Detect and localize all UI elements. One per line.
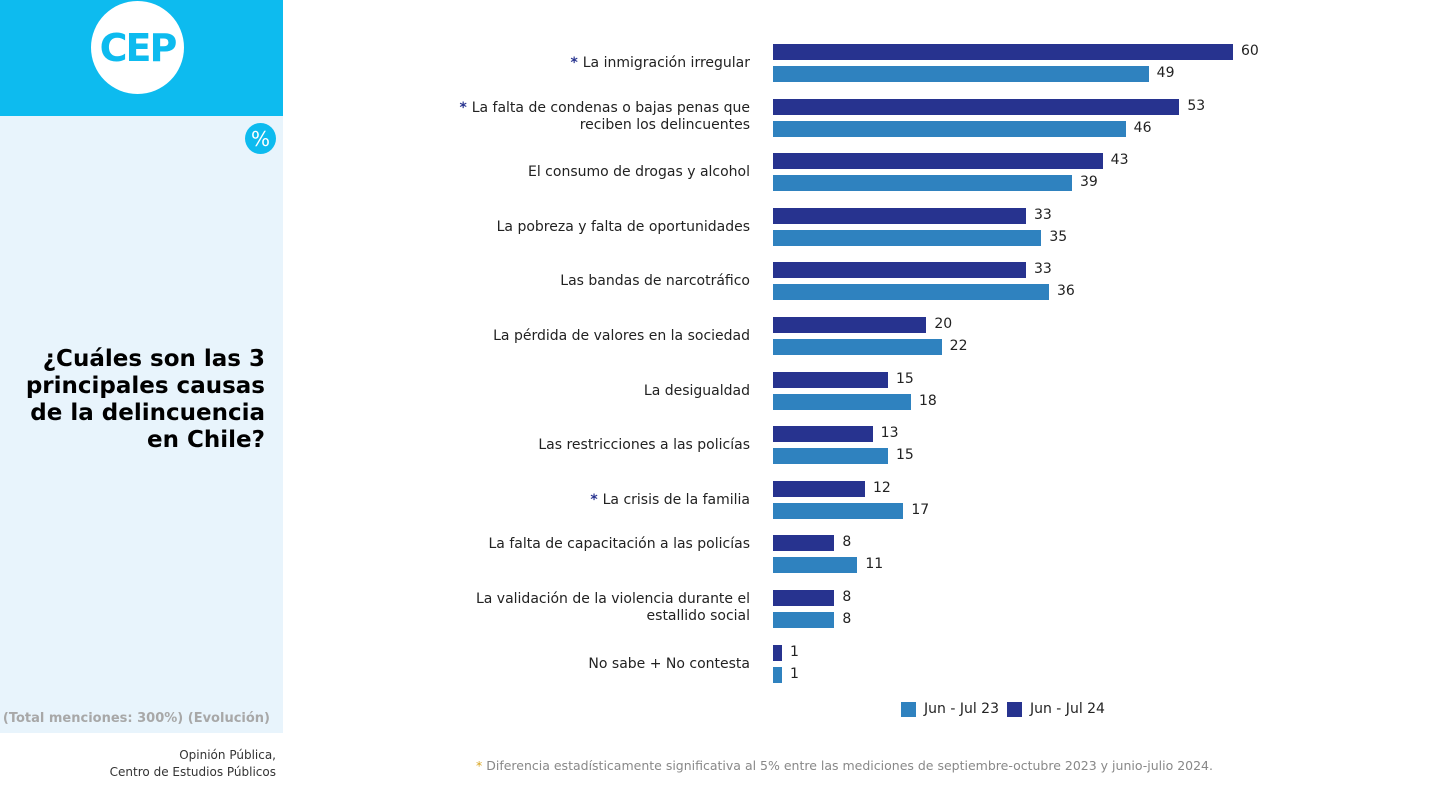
category-text: Las bandas de narcotráfico: [560, 273, 750, 290]
category-text: El consumo de drogas y alcohol: [528, 164, 750, 181]
bar-jun-jul-24: [773, 262, 1026, 279]
data-label: 8: [842, 589, 852, 605]
source-line-2: Centro de Estudios Públicos: [109, 765, 276, 779]
cep-logo: CEP: [91, 1, 184, 94]
bar-jun-jul-23: [773, 612, 835, 628]
percent-icon: %: [245, 123, 276, 154]
bar-jun-jul-24: [773, 153, 1103, 170]
bar-jun-jul-23: [773, 284, 1049, 301]
bar-jun-jul-24: [773, 98, 1180, 115]
total-note: (Total menciones: 300%) (Evolución): [2, 711, 270, 726]
footnote-text: Diferencia estadísticamente significativ…: [482, 758, 1213, 773]
category-text: La falta de capacitación a las policías: [488, 536, 750, 553]
data-label: 36: [1057, 283, 1075, 300]
bar-jun-jul-24: [773, 480, 865, 497]
footnote-star: *: [476, 758, 483, 773]
data-label: 20: [934, 316, 953, 332]
source: Opinión Pública, Centro de Estudios Públi…: [0, 747, 276, 781]
category-label: La validación de la violencia durante el…: [430, 591, 750, 625]
bar-jun-jul-24: [773, 317, 927, 333]
data-label: 13: [880, 425, 899, 442]
source-line-1: Opinión Pública,: [179, 748, 276, 762]
category-text: No sabe + No contesta: [588, 655, 750, 672]
category-label: * La crisis de la familia: [430, 492, 750, 509]
data-label: 60: [1241, 43, 1259, 59]
category-label: * La inmigración irregular: [430, 55, 750, 72]
legend-swatch-24: [1006, 701, 1022, 717]
category-label: La falta de capacitación a las policías: [430, 536, 750, 553]
category-label: No sabe + No contesta: [430, 656, 750, 673]
significance-star: *: [570, 55, 583, 71]
bar-jun-jul-23: [773, 666, 782, 683]
data-label: 22: [949, 338, 968, 354]
bar-jun-jul-23: [773, 448, 888, 465]
bar-jun-jul-23: [773, 557, 858, 574]
significance-star: *: [459, 99, 472, 116]
data-label: 15: [896, 370, 914, 387]
data-label: 18: [919, 392, 937, 409]
data-label: 11: [865, 556, 884, 573]
data-label: 1: [790, 665, 799, 682]
category-label: El consumo de drogas y alcohol: [430, 164, 750, 181]
data-label: 33: [1034, 206, 1052, 223]
footnote: * Diferencia estadísticamente significat…: [476, 758, 1213, 773]
bar-jun-jul-24: [773, 426, 873, 443]
category-text: La pobreza y falta de oportunidades: [496, 218, 750, 235]
bar-jun-jul-23: [773, 175, 1072, 192]
category-label: * La falta de condenas o bajas penas que…: [430, 99, 751, 134]
bar-jun-jul-24: [773, 644, 782, 661]
data-label: 1: [790, 643, 799, 660]
category-text: La desigualdad: [643, 382, 750, 399]
category-label: La pobreza y falta de oportunidades: [430, 219, 750, 236]
bar-jun-jul-23: [773, 120, 1126, 137]
bar-jun-jul-24: [773, 44, 1233, 60]
bar-jun-jul-24: [773, 371, 888, 388]
data-label: 33: [1034, 261, 1052, 278]
bar-jun-jul-24: [773, 590, 835, 606]
bar-jun-jul-23: [773, 229, 1042, 246]
category-text: La validación de la violencia durante el…: [475, 591, 750, 624]
category-label: La desigualdad: [430, 383, 750, 400]
category-label: Las bandas de narcotráfico: [430, 273, 750, 290]
bar-jun-jul-23: [773, 339, 942, 355]
category-text: La crisis de la familia: [602, 491, 750, 508]
data-label: 15: [896, 447, 914, 464]
bar-jun-jul-23: [773, 393, 911, 410]
data-label: 39: [1080, 174, 1098, 191]
side-panel: [0, 0, 283, 733]
data-label: 8: [842, 611, 852, 627]
data-label: 46: [1133, 119, 1152, 136]
data-label: 49: [1156, 65, 1175, 81]
category-text: La pérdida de valores en la sociedad: [493, 328, 750, 344]
bar-jun-jul-24: [773, 207, 1026, 224]
category-text: La inmigración irregular: [582, 55, 750, 71]
category-text: Las restricciones a las policías: [538, 437, 750, 454]
legend-swatch-23: [901, 701, 916, 717]
question-title: ¿Cuáles son las 3 principales causas de …: [25, 346, 265, 453]
data-label: 35: [1049, 228, 1068, 245]
bar-jun-jul-24: [773, 535, 835, 552]
significance-star: *: [590, 491, 603, 508]
bar-jun-jul-23: [773, 502, 904, 519]
legend-label-23: Jun - Jul 23: [924, 701, 999, 717]
data-label: 8: [842, 534, 852, 551]
data-label: 43: [1110, 152, 1129, 169]
data-label: 17: [911, 501, 930, 518]
legend-label-24: Jun - Jul 24: [1029, 701, 1105, 717]
data-label: 12: [873, 479, 891, 496]
legend: Jun - Jul 23 Jun - Jul 24: [901, 701, 1105, 717]
category-text: La falta de condenas o bajas penas que r…: [471, 99, 750, 133]
category-label: La pérdida de valores en la sociedad: [430, 328, 750, 345]
data-label: 53: [1187, 97, 1206, 114]
bar-jun-jul-23: [773, 66, 1149, 82]
category-label: Las restricciones a las policías: [430, 437, 750, 454]
